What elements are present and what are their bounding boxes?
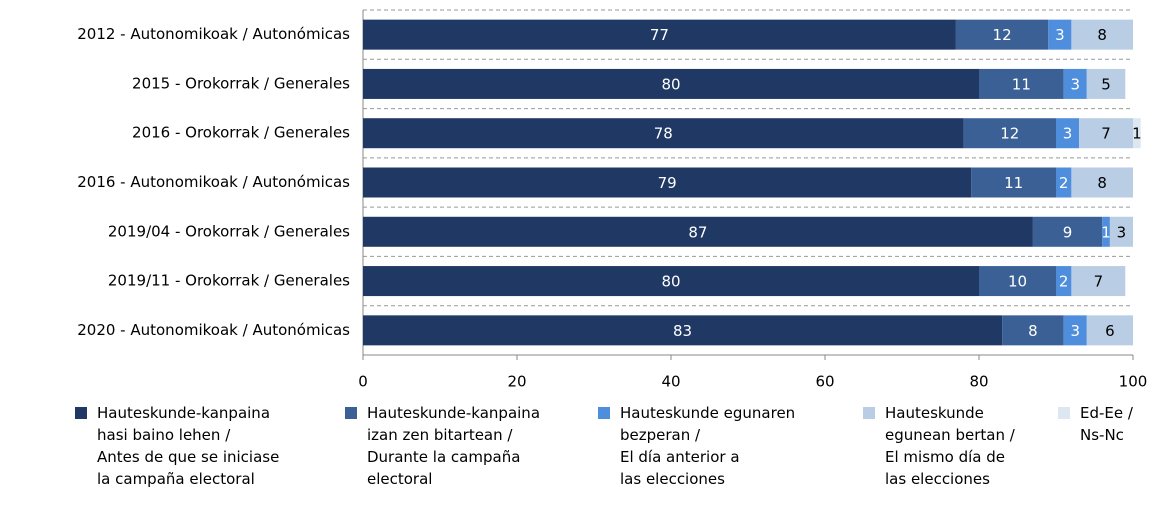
bar-segment — [963, 118, 1056, 149]
legend-swatch — [863, 407, 875, 419]
value-label: 8 — [1097, 26, 1107, 44]
legend-label: Hauteskunde egunean bertan / El mismo dí… — [885, 404, 1015, 488]
bar-segment — [1086, 315, 1133, 346]
bar-segment — [1056, 118, 1080, 149]
y-tick-label: 2016 - Orokorrak / Generales — [132, 124, 350, 142]
value-label: 7 — [1094, 273, 1104, 291]
bar-segment — [1071, 19, 1133, 50]
value-label: 1 — [1101, 223, 1111, 241]
value-label: 12 — [1000, 125, 1019, 143]
bar-segment — [363, 315, 1003, 346]
y-tick-label: 2016 - Autonomikoak / Autonómicas — [77, 173, 350, 191]
value-label: 10 — [1008, 273, 1027, 291]
value-label: 3 — [1117, 223, 1127, 241]
value-label: 8 — [1097, 174, 1107, 192]
bar-segment — [1071, 266, 1126, 297]
bar-segment — [1063, 315, 1087, 346]
value-label: 11 — [1012, 75, 1031, 93]
x-tick-label: 80 — [969, 373, 988, 391]
value-label: 78 — [654, 125, 673, 143]
bar-segment — [1109, 216, 1133, 247]
value-label: 80 — [661, 273, 680, 291]
value-label: 83 — [673, 322, 692, 340]
x-tick-label: 60 — [815, 373, 834, 391]
bar-segment — [1056, 266, 1072, 297]
value-label: 8 — [1028, 322, 1038, 340]
value-label: 11 — [1004, 174, 1023, 192]
bar-segment — [971, 167, 1056, 198]
value-label: 1 — [1132, 125, 1142, 143]
bar-segment — [1133, 118, 1141, 149]
bar-segment — [1079, 118, 1133, 149]
value-label: 2 — [1059, 174, 1069, 192]
y-tick-label: 2012 - Autonomikoak / Autonómicas — [77, 25, 350, 43]
bar-segment — [363, 118, 964, 149]
value-label: 6 — [1105, 322, 1115, 340]
value-label: 79 — [658, 174, 677, 192]
legend-label: Hauteskunde egunaren bezperan / El día a… — [620, 404, 796, 488]
legend-item: Hauteskunde egunean bertan / El mismo dí… — [863, 402, 1015, 490]
legend-item: Hauteskunde-kanpaina hasi baino lehen / … — [75, 402, 280, 490]
bar-segment — [1063, 68, 1087, 99]
legend-swatch — [1058, 407, 1070, 419]
y-tick-label: 2019/11 - Orokorrak / Generales — [108, 272, 350, 290]
bar-segment — [363, 167, 972, 198]
bar-segment — [1056, 167, 1072, 198]
value-label: 7 — [1101, 125, 1111, 143]
value-label: 77 — [650, 26, 669, 44]
bar-segment — [1102, 216, 1110, 247]
y-tick-label: 2020 - Autonomikoak / Autonómicas — [77, 321, 350, 339]
bar-segment — [1032, 216, 1103, 247]
y-tick-label: 2019/04 - Orokorrak / Generales — [108, 222, 350, 240]
bar-segment — [1071, 167, 1133, 198]
legend-swatch — [75, 407, 87, 419]
value-label: 9 — [1063, 223, 1073, 241]
bar-segment — [363, 68, 979, 99]
legend-label: Hauteskunde-kanpaina hasi baino lehen / … — [97, 404, 280, 488]
bar-segment — [1086, 68, 1126, 99]
x-tick-label: 40 — [661, 373, 680, 391]
x-tick-label: 100 — [1119, 373, 1148, 391]
legend-swatch — [345, 407, 357, 419]
legend-label: Ed-Ee / Ns-Nc — [1080, 404, 1133, 444]
legend: Hauteskunde-kanpaina hasi baino lehen / … — [0, 402, 1162, 515]
y-tick-label: 2015 - Orokorrak / Generales — [132, 74, 350, 92]
legend-swatch — [598, 407, 610, 419]
bar-segment — [363, 19, 956, 50]
x-tick-label: 0 — [358, 373, 368, 391]
value-label: 3 — [1070, 322, 1080, 340]
legend-item: Hauteskunde egunaren bezperan / El día a… — [598, 402, 796, 490]
value-label: 2 — [1059, 273, 1069, 291]
bar-segment — [979, 68, 1064, 99]
legend-label: Hauteskunde-kanpaina izan zen bitartean … — [367, 404, 541, 488]
chart: 0 20 40 60 80 100 2012 - Autonomikoak / Autonó… — [77, 9, 1148, 391]
value-label: 5 — [1101, 75, 1111, 93]
bar-segment — [1002, 315, 1064, 346]
x-tick-label: 20 — [507, 373, 526, 391]
value-label: 3 — [1070, 75, 1080, 93]
bar-segment — [1048, 19, 1072, 50]
legend-item: Hauteskunde-kanpaina izan zen bitartean … — [345, 402, 541, 490]
value-label: 3 — [1063, 125, 1073, 143]
value-label: 87 — [688, 223, 707, 241]
value-label: 12 — [993, 26, 1012, 44]
bar-segment — [363, 216, 1033, 247]
value-label: 3 — [1055, 26, 1065, 44]
bar-segment — [955, 19, 1049, 50]
bar-segment — [979, 266, 1056, 297]
bar-segment — [363, 266, 979, 297]
value-label: 80 — [661, 75, 680, 93]
legend-item: Ed-Ee / Ns-Nc — [1058, 402, 1133, 446]
